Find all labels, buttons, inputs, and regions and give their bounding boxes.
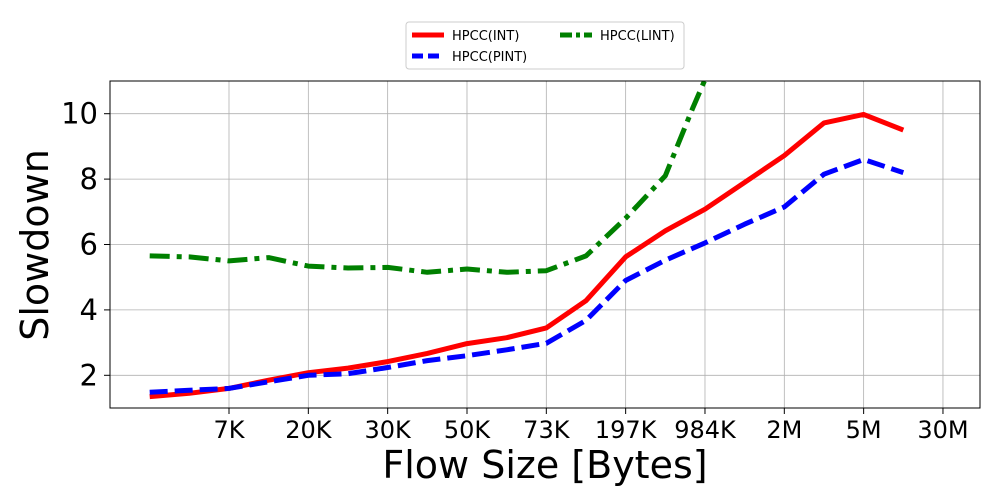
x-tick-label: 7K	[213, 416, 245, 444]
x-tick-label: 197K	[595, 416, 658, 444]
x-tick-label: 20K	[285, 416, 333, 444]
x-tick-label: 5M	[846, 416, 882, 444]
x-axis-ticks: 7K 20K 30K 50K 73K 197K 984K 2M 5M 30M	[213, 408, 969, 444]
series-line-hpcc-int	[149, 111, 905, 400]
series-line-hpcc-lint	[149, 81, 708, 275]
y-tick-label: 4	[80, 293, 98, 327]
legend-label: HPCC(INT)	[452, 29, 519, 44]
y-axis-ticks: 2 4 6 8 10	[61, 97, 110, 392]
legend: HPCC(INT) HPCC(PINT) HPCC(LINT)	[405, 21, 685, 70]
legend-label: HPCC(PINT)	[452, 50, 527, 65]
x-tick-label: 984K	[674, 416, 737, 444]
series-lines	[149, 81, 905, 400]
y-tick-label: 2	[80, 358, 98, 392]
y-tick-label: 10	[61, 97, 98, 131]
x-tick-label: 50K	[444, 416, 492, 444]
legend-box	[405, 21, 685, 70]
grid	[110, 81, 980, 408]
x-axis-title: Flow Size [Bytes]	[382, 443, 707, 487]
x-tick-label: 30K	[365, 416, 413, 444]
legend-label: HPCC(LINT)	[600, 29, 675, 44]
series-line-hpcc-pint	[149, 157, 905, 395]
y-tick-label: 8	[80, 162, 98, 196]
y-axis-title: Slowdown	[13, 149, 57, 341]
x-tick-label: 2M	[766, 416, 802, 444]
x-tick-label: 73K	[523, 416, 571, 444]
y-tick-label: 6	[80, 228, 98, 262]
x-tick-label: 30M	[917, 416, 968, 444]
